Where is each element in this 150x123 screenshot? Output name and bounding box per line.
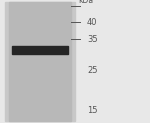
Text: 35: 35	[87, 35, 98, 44]
Text: 15: 15	[87, 106, 98, 115]
Bar	[4, 2, 75, 121]
Text: 40: 40	[87, 18, 98, 27]
Bar	[12, 46, 68, 54]
Text: 25: 25	[87, 66, 98, 75]
Text: kDa: kDa	[78, 0, 93, 5]
Bar	[9, 2, 70, 121]
